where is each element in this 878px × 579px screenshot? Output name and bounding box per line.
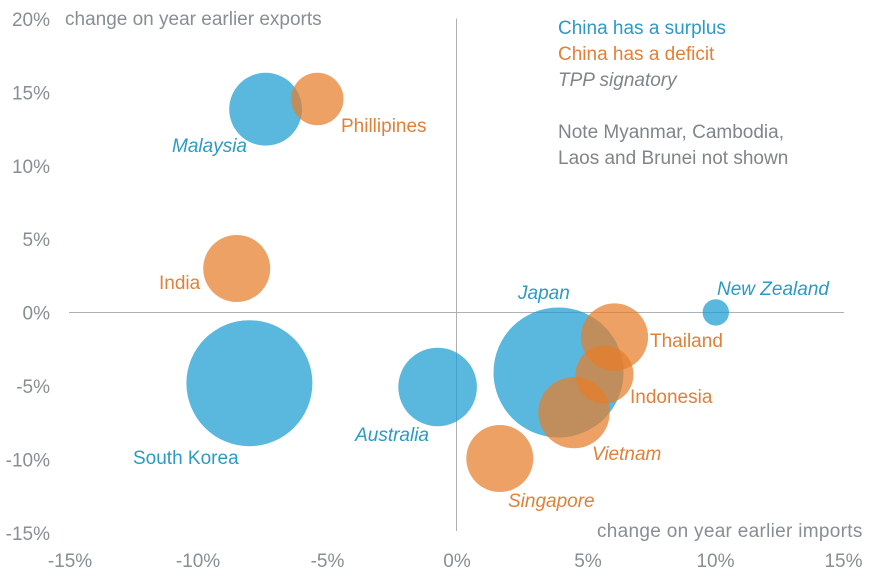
svg-text:TPP signatory: TPP signatory: [558, 70, 678, 91]
svg-text:Malaysia: Malaysia: [172, 136, 247, 157]
svg-text:-10%: -10%: [176, 551, 220, 572]
svg-text:15%: 15%: [12, 83, 50, 104]
svg-text:-15%: -15%: [48, 551, 92, 572]
svg-text:-5%: -5%: [16, 377, 50, 398]
svg-text:5%: 5%: [574, 551, 602, 572]
svg-text:Phillipines: Phillipines: [341, 116, 427, 137]
svg-text:China has a surplus: China has a surplus: [558, 18, 726, 39]
svg-text:New Zealand: New Zealand: [717, 279, 830, 300]
svg-text:Australia: Australia: [354, 425, 429, 446]
svg-text:-15%: -15%: [6, 524, 50, 545]
svg-text:10%: 10%: [696, 551, 734, 572]
svg-text:Thailand: Thailand: [650, 331, 723, 352]
svg-text:China has a deficit: China has a deficit: [558, 44, 715, 65]
svg-text:Singapore: Singapore: [508, 491, 595, 512]
svg-text:0%: 0%: [23, 304, 51, 325]
svg-text:-5%: -5%: [311, 551, 345, 572]
svg-text:change on year earlier exports: change on year earlier exports: [65, 9, 322, 30]
svg-text:15%: 15%: [824, 551, 862, 572]
svg-text:Indonesia: Indonesia: [630, 387, 713, 408]
svg-text:20%: 20%: [12, 10, 50, 31]
svg-text:-10%: -10%: [6, 450, 50, 471]
svg-text:Note Myanmar, Cambodia,: Note Myanmar, Cambodia,: [558, 122, 784, 143]
svg-text:5%: 5%: [23, 230, 51, 251]
svg-text:10%: 10%: [12, 157, 50, 178]
svg-text:Japan: Japan: [517, 283, 570, 304]
svg-text:India: India: [159, 273, 201, 294]
svg-text:South Korea: South Korea: [133, 448, 239, 469]
svg-text:Laos and Brunei not shown: Laos and Brunei not shown: [558, 148, 788, 169]
svg-text:0%: 0%: [443, 551, 471, 572]
svg-text:change on year earlier imports: change on year earlier imports: [597, 521, 863, 542]
svg-text:Vietnam: Vietnam: [592, 444, 661, 465]
